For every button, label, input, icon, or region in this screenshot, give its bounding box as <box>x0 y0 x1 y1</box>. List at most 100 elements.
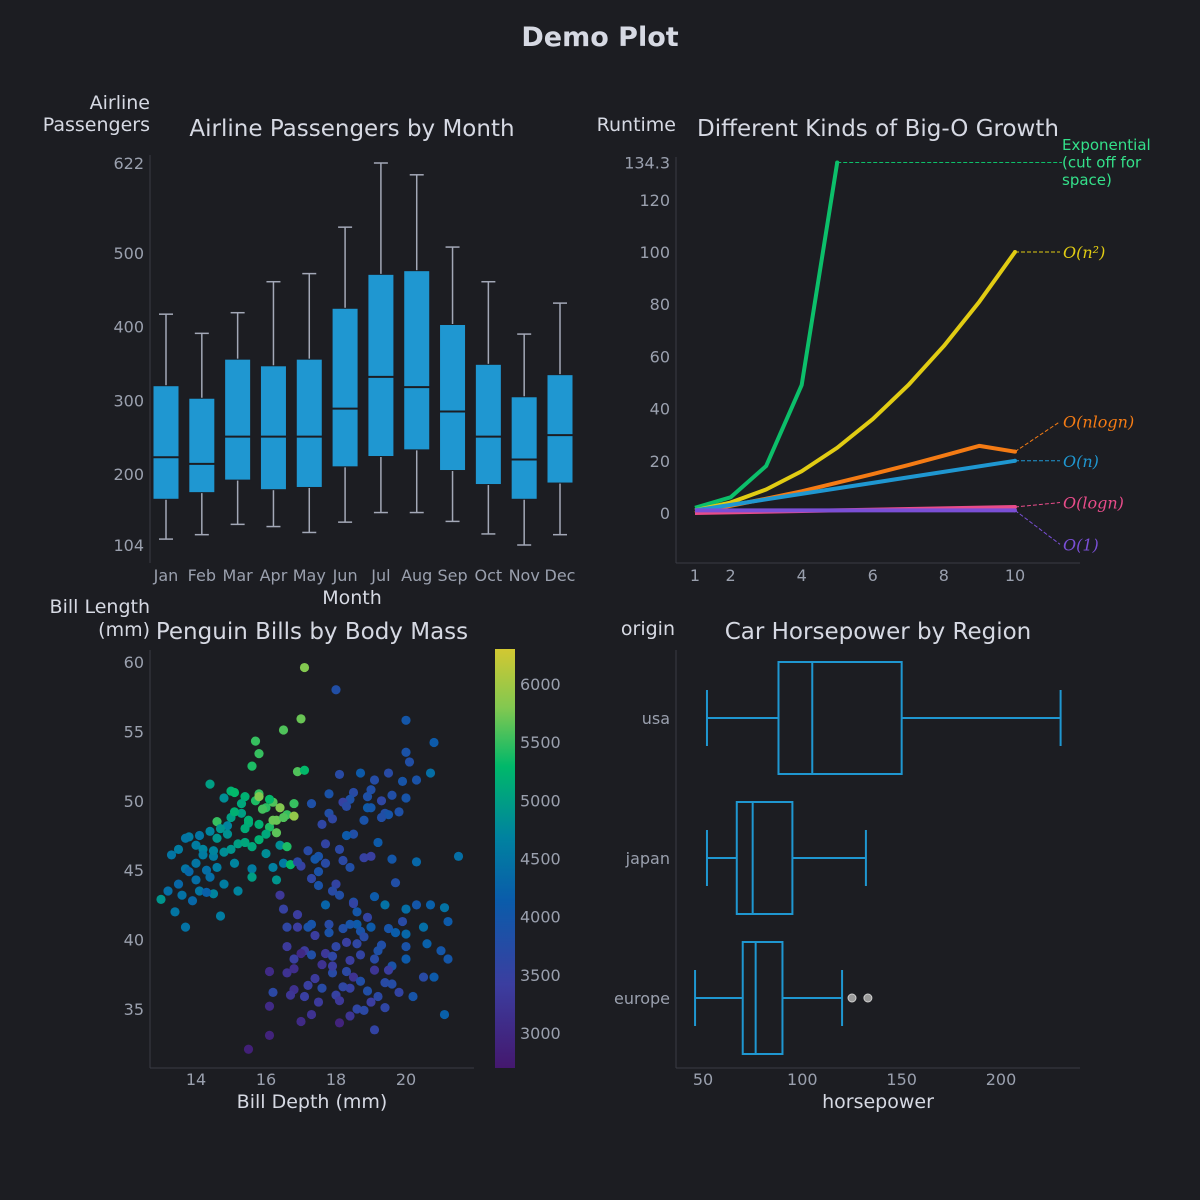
y-tick-label: usa <box>642 709 670 728</box>
data-point <box>387 854 397 864</box>
data-point <box>173 844 184 854</box>
data-point <box>215 823 226 834</box>
data-point <box>401 715 411 725</box>
data-point <box>348 898 359 909</box>
x-tick-label: Apr <box>260 566 288 585</box>
data-point <box>289 954 299 964</box>
data-point <box>306 1009 317 1020</box>
data-point <box>401 793 411 803</box>
data-point <box>173 879 184 889</box>
data-point <box>422 939 432 949</box>
y-tick-label: japan <box>625 849 670 868</box>
data-point <box>264 1030 275 1040</box>
data-point <box>383 768 394 778</box>
data-point <box>278 904 289 914</box>
box-Feb <box>188 397 216 494</box>
data-point <box>397 776 408 786</box>
data-point <box>390 878 401 888</box>
data-point <box>387 790 397 800</box>
data-point <box>247 842 257 852</box>
y-tick-label: 80 <box>650 295 670 314</box>
x-tick-label: 18 <box>326 1070 346 1089</box>
x-tick-label: 150 <box>886 1070 917 1089</box>
x-tick-label: Aug <box>401 566 432 585</box>
data-point <box>285 860 296 870</box>
data-point <box>303 846 313 856</box>
data-point <box>320 948 331 959</box>
data-point <box>271 875 282 885</box>
data-point <box>401 941 411 952</box>
data-point <box>303 922 313 932</box>
x-axis-label: Bill Depth (mm) <box>237 1091 388 1113</box>
box-Sep <box>439 324 467 472</box>
data-point <box>362 792 373 802</box>
data-point <box>212 862 222 873</box>
data-point <box>327 968 338 978</box>
y-axis-label: origin <box>621 618 675 640</box>
data-point <box>289 964 299 974</box>
data-point <box>247 864 257 874</box>
data-point <box>411 900 422 910</box>
data-point <box>205 779 215 789</box>
data-point <box>268 987 278 997</box>
data-point <box>436 946 446 956</box>
data-point <box>401 954 411 964</box>
data-point <box>397 916 408 927</box>
data-point <box>233 886 243 896</box>
chart-title: Penguin Bills by Body Mass <box>156 619 468 645</box>
data-point <box>212 833 222 843</box>
y-tick-label: 60 <box>124 653 144 672</box>
box-Jan <box>152 385 180 500</box>
data-point <box>345 983 355 993</box>
data-point <box>313 866 324 877</box>
data-point <box>222 829 233 839</box>
data-point <box>373 991 383 1002</box>
x-axis-label: horsepower <box>822 1091 934 1113</box>
x-tick-label: May <box>293 566 326 585</box>
data-point <box>366 803 376 813</box>
label-leader <box>1014 509 1061 545</box>
y-tick-label: 200 <box>113 465 144 484</box>
x-tick-label: Jul <box>370 566 390 585</box>
data-point <box>327 814 338 824</box>
box-Jun <box>331 307 359 468</box>
penguin-scatter: 35 40 45 50 55 60 14 16 18 20 3000 3500 4000 4500 5000… <box>50 596 561 1113</box>
data-point <box>240 823 250 834</box>
data-point <box>453 851 464 861</box>
data-point <box>443 916 453 927</box>
box-Mar <box>224 358 252 481</box>
data-point <box>387 979 397 989</box>
x-tick-label: 200 <box>986 1070 1017 1089</box>
data-point <box>408 991 418 1002</box>
series-label: Exponential (cut off for space) <box>1062 136 1151 189</box>
data-point <box>331 879 341 889</box>
data-point <box>348 829 359 839</box>
series-label: O(n²) <box>1063 243 1105 262</box>
data-point <box>324 919 334 929</box>
data-point <box>219 879 229 889</box>
data-point <box>201 865 212 875</box>
data-point <box>320 839 331 849</box>
data-point <box>166 850 177 860</box>
data-point <box>352 1004 362 1014</box>
data-point <box>418 922 429 932</box>
data-point <box>243 1044 254 1054</box>
chart-title: Car Horsepower by Region <box>725 619 1032 645</box>
box-Aug <box>403 270 431 451</box>
data-point <box>345 955 355 966</box>
data-point <box>257 804 268 814</box>
data-point <box>282 941 292 952</box>
x-tick-label: 6 <box>868 566 878 585</box>
x-tick-label: Oct <box>475 566 503 585</box>
box-europe <box>741 941 784 1055</box>
data-point <box>282 922 292 932</box>
data-point <box>254 819 264 829</box>
data-point <box>194 886 205 896</box>
data-point <box>289 811 299 821</box>
x-tick-label: 8 <box>939 566 949 585</box>
y-tick-label: 0 <box>660 504 670 523</box>
y-tick-label: 104 <box>113 536 144 555</box>
data-point <box>331 685 341 695</box>
data-point <box>306 798 317 809</box>
data-point <box>226 844 236 854</box>
